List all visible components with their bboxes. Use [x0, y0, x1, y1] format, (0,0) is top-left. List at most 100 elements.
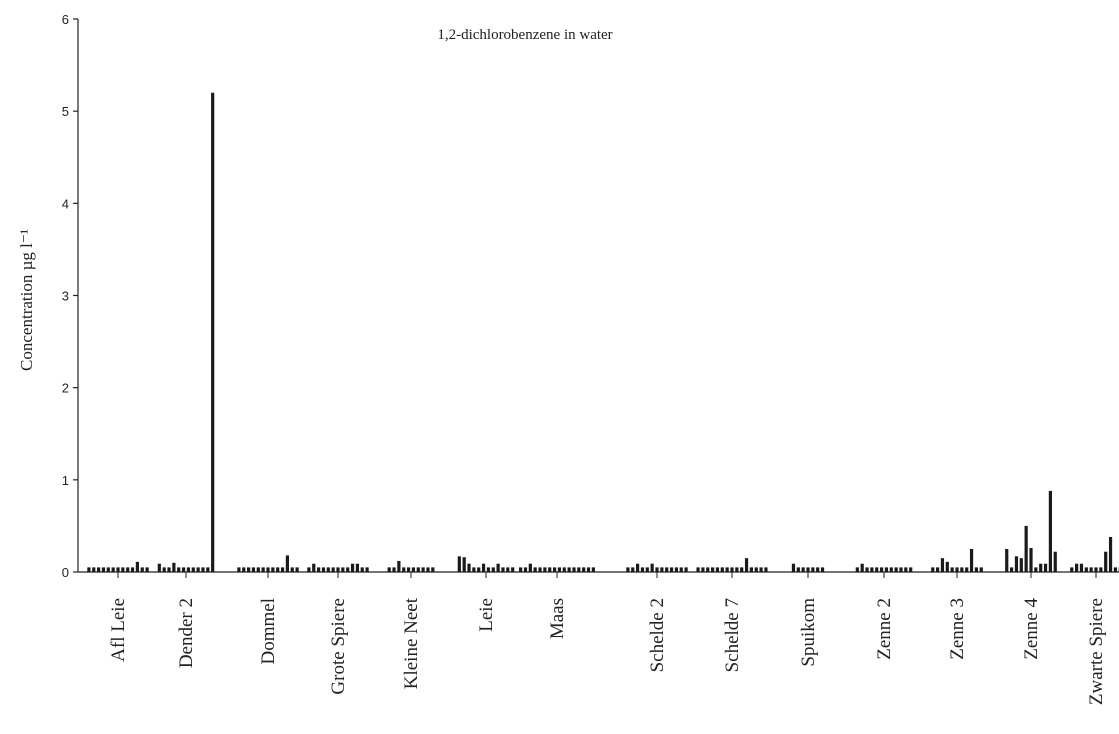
bar [1010, 567, 1014, 572]
bar [1099, 567, 1103, 572]
bar [472, 567, 476, 572]
bar [271, 567, 275, 572]
bar [706, 567, 710, 572]
bar [796, 567, 800, 572]
bar [121, 567, 125, 572]
bar [909, 567, 913, 572]
bar [321, 567, 326, 572]
bar [397, 560, 401, 572]
bar [711, 567, 715, 572]
bar [754, 567, 758, 572]
y-tick-label: 0 [62, 565, 69, 580]
bar [811, 567, 815, 572]
bar [402, 567, 406, 572]
bar [261, 567, 265, 572]
bar [577, 567, 581, 572]
category-label: Zenne 3 [947, 598, 968, 660]
bar [764, 567, 768, 572]
bar [626, 567, 630, 572]
y-tick-label: 6 [62, 12, 69, 27]
bar [645, 567, 649, 572]
bar [140, 567, 144, 572]
bar [759, 567, 763, 572]
bar [97, 567, 101, 572]
bar [940, 558, 945, 572]
axes [77, 19, 1119, 573]
bar [950, 567, 954, 572]
bar [106, 567, 110, 572]
bar [791, 563, 796, 572]
bar [749, 567, 753, 572]
category-label: Kleine Neet [401, 597, 422, 689]
bar [87, 567, 91, 572]
bar [462, 557, 466, 572]
bar [955, 567, 959, 572]
bar [979, 567, 983, 572]
bar [715, 567, 720, 572]
bar [974, 567, 978, 572]
bar [875, 567, 879, 572]
bar [889, 567, 893, 572]
bar [92, 567, 96, 572]
bar [640, 567, 645, 572]
category-label: Zwarte Spiere [1086, 598, 1107, 705]
bar [111, 567, 115, 572]
bar [145, 567, 149, 572]
bar [806, 567, 810, 572]
bar [331, 567, 335, 572]
bar [431, 567, 435, 572]
bar [631, 567, 635, 572]
bar [586, 567, 591, 572]
bar [206, 567, 210, 572]
bar [1075, 563, 1079, 572]
y-axis-label: Concentration µg l⁻¹ [17, 229, 36, 371]
bar [491, 567, 495, 572]
bar [650, 563, 654, 572]
bar [1048, 490, 1052, 572]
y-ticks: 0 1 2 3 4 5 6 [62, 12, 78, 580]
bar [1005, 548, 1009, 572]
category-label: Leie [476, 598, 497, 632]
bar [1079, 563, 1084, 572]
bar [572, 567, 576, 572]
bar [177, 567, 181, 572]
bar [191, 567, 195, 572]
bar [346, 567, 350, 572]
bar [1024, 525, 1028, 572]
bar [820, 567, 825, 572]
bar [416, 567, 420, 572]
bar [1104, 551, 1108, 572]
bar [1043, 563, 1048, 572]
bar [904, 567, 908, 572]
bar [486, 567, 491, 572]
bar [350, 563, 355, 572]
category-label: Zenne 4 [1021, 598, 1042, 660]
bar [1108, 536, 1113, 572]
bar [387, 567, 391, 572]
bar [237, 567, 241, 572]
bar [365, 567, 369, 572]
bar [201, 567, 205, 572]
bar [865, 567, 869, 572]
bar [969, 548, 974, 572]
bar [481, 563, 486, 572]
bar [457, 556, 461, 572]
bar [312, 563, 316, 572]
bar [696, 567, 700, 572]
bar [965, 567, 969, 572]
bar [870, 567, 874, 572]
bar [511, 567, 515, 572]
bar [290, 567, 294, 572]
bar [256, 567, 260, 572]
bar [421, 567, 425, 572]
bar [960, 567, 964, 572]
bar [744, 558, 749, 572]
bar [285, 555, 289, 572]
y-tick-label: 5 [62, 104, 69, 119]
bar [162, 567, 166, 572]
bar [552, 567, 557, 572]
bar [336, 567, 340, 572]
bar [326, 567, 330, 572]
bar [1019, 558, 1023, 572]
bar [1070, 567, 1074, 572]
